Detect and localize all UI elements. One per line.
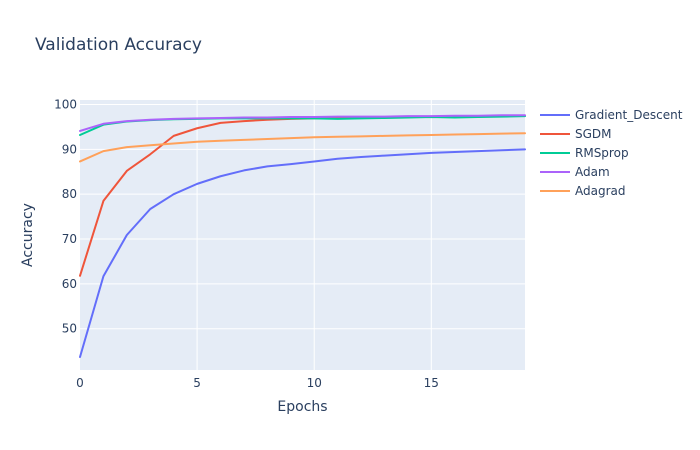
legend-item-adagrad[interactable]: Adagrad bbox=[540, 184, 626, 198]
legend-label-adam: Adam bbox=[575, 165, 610, 179]
plot-area bbox=[80, 100, 525, 370]
x-tick-label-10: 10 bbox=[307, 376, 322, 390]
y-tick-label-80: 80 bbox=[62, 187, 77, 201]
series-line-adam bbox=[79, 114, 526, 132]
legend-item-adam[interactable]: Adam bbox=[540, 165, 610, 179]
chart-title: Validation Accuracy bbox=[35, 35, 202, 55]
x-tick-label-15: 15 bbox=[424, 376, 439, 390]
legend-label-adagrad: Adagrad bbox=[575, 184, 626, 198]
y-tick-label-50: 50 bbox=[62, 322, 77, 336]
x-axis-title: Epochs bbox=[277, 399, 327, 415]
legend-item-gradient-descent[interactable]: Gradient_Descent bbox=[540, 108, 683, 122]
series-line-gradient-descent bbox=[79, 148, 526, 358]
legend-label-gradient-descent: Gradient_Descent bbox=[575, 108, 683, 122]
y-tick-label-60: 60 bbox=[62, 277, 77, 291]
legend[interactable]: Gradient_Descent SGDM RMSprop Adam Adagrad bbox=[540, 108, 683, 198]
legend-label-sgdm: SGDM bbox=[575, 127, 612, 141]
x-tick-label-5: 5 bbox=[193, 376, 201, 390]
legend-item-sgdm[interactable]: SGDM bbox=[540, 127, 612, 141]
y-tick-label-90: 90 bbox=[62, 142, 77, 156]
x-tick-label-0: 0 bbox=[76, 376, 84, 390]
series-lines bbox=[79, 114, 526, 358]
y-tick-label-100: 100 bbox=[54, 97, 77, 111]
y-tick-label-70: 70 bbox=[62, 232, 77, 246]
y-axis-title: Accuracy bbox=[20, 203, 36, 267]
grid-lines bbox=[80, 100, 525, 370]
tick-labels: 0 5 10 15 50 60 70 80 90 100 bbox=[54, 97, 439, 390]
series-line-adagrad bbox=[79, 132, 526, 163]
legend-label-rmsprop: RMSprop bbox=[575, 146, 629, 160]
legend-item-rmsprop[interactable]: RMSprop bbox=[540, 146, 629, 160]
